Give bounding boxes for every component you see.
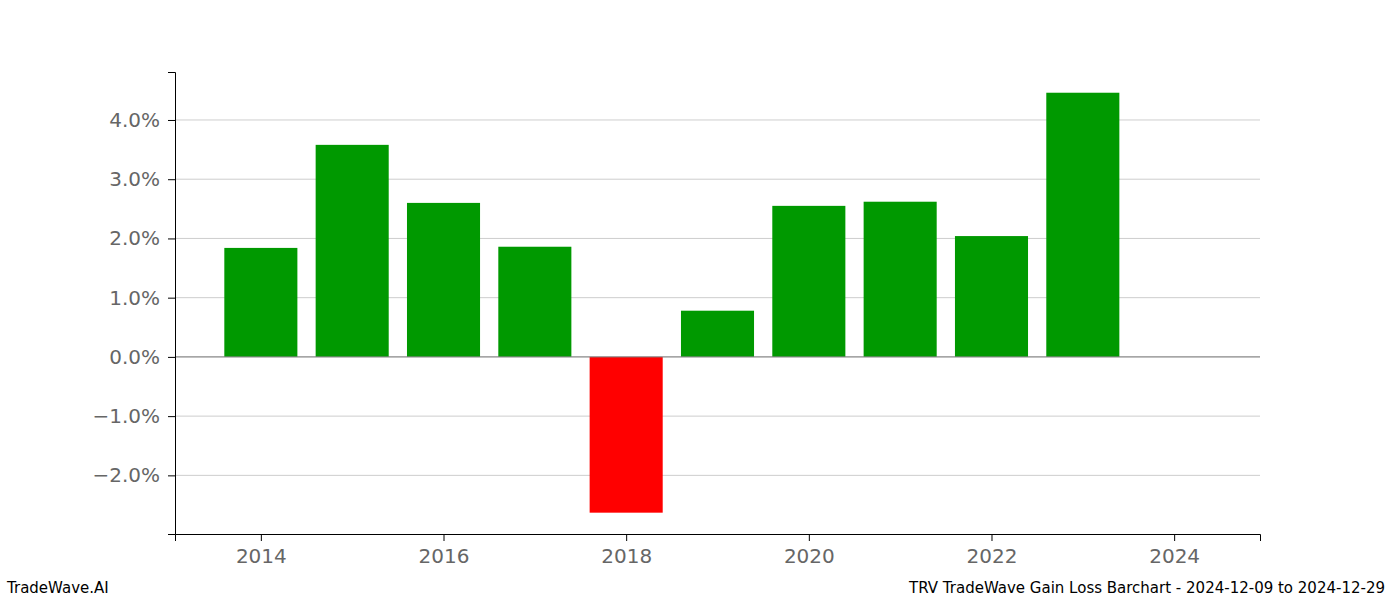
bar bbox=[407, 203, 480, 357]
bars bbox=[224, 93, 1119, 513]
bar bbox=[864, 202, 937, 357]
x-tick: 2016 bbox=[419, 534, 470, 568]
y-tick-mark bbox=[168, 416, 175, 417]
x-tick-label: 2024 bbox=[1149, 544, 1200, 568]
y-tick-label: 4.0% bbox=[109, 108, 160, 132]
x-tick: 2024 bbox=[1149, 534, 1200, 568]
bar bbox=[772, 206, 845, 357]
chart: 2014 2016 2018 2020 2022 2024 −2.0% −1.0% 0.0% 1.… bbox=[0, 0, 1400, 600]
x-tick-mark bbox=[261, 534, 262, 541]
x-axis-line bbox=[176, 535, 1261, 542]
y-tick-mark bbox=[168, 298, 175, 299]
bar bbox=[1046, 93, 1119, 357]
y-tick-label: 3.0% bbox=[109, 167, 160, 191]
x-tick: 2014 bbox=[236, 534, 287, 568]
x-tick-label: 2018 bbox=[601, 544, 652, 568]
x-tick: 2022 bbox=[967, 534, 1018, 568]
y-tick-label: 2.0% bbox=[109, 226, 160, 250]
bar bbox=[955, 236, 1028, 357]
y-tick-label: 1.0% bbox=[109, 286, 160, 310]
bar bbox=[590, 357, 663, 513]
grid-line bbox=[175, 356, 1260, 357]
bar bbox=[681, 311, 754, 357]
x-tick-mark bbox=[991, 534, 992, 541]
y-tick-mark bbox=[168, 238, 175, 239]
y-tick: 0.0% bbox=[109, 345, 175, 369]
y-tick: −1.0% bbox=[92, 404, 175, 428]
bar bbox=[316, 145, 389, 357]
grid-line bbox=[175, 475, 1260, 476]
annotation: TradeWave.AI bbox=[6, 579, 109, 597]
x-tick: 2018 bbox=[601, 534, 652, 568]
x-tick-label: 2020 bbox=[784, 544, 835, 568]
y-tick-label: −2.0% bbox=[92, 463, 160, 487]
x-tick-mark bbox=[809, 534, 810, 541]
x-tick-mark bbox=[1174, 534, 1175, 541]
title: TRV TradeWave Gain Loss Barchart - 2024-… bbox=[908, 579, 1385, 597]
x-axis: 2014 2016 2018 2020 2022 2024 bbox=[176, 534, 1261, 568]
y-tick-mark bbox=[168, 179, 175, 180]
y-tick: 3.0% bbox=[109, 167, 175, 191]
y-tick-mark bbox=[168, 120, 175, 121]
bar bbox=[224, 248, 297, 357]
x-tick-label: 2022 bbox=[967, 544, 1018, 568]
x-tick-mark bbox=[626, 534, 627, 541]
x-tick: 2020 bbox=[784, 534, 835, 568]
x-tick-label: 2014 bbox=[236, 544, 287, 568]
y-tick-mark bbox=[168, 357, 175, 358]
zero-line bbox=[175, 356, 1260, 357]
y-axis: −2.0% −1.0% 0.0% 1.0% 2.0% 3.0% 4.0% bbox=[92, 73, 175, 535]
y-tick-label: 0.0% bbox=[109, 345, 160, 369]
y-tick-mark bbox=[168, 475, 175, 476]
y-tick: 4.0% bbox=[109, 108, 175, 132]
x-tick-label: 2016 bbox=[419, 544, 470, 568]
y-tick: −2.0% bbox=[92, 463, 175, 487]
y-axis-line bbox=[168, 73, 176, 535]
x-tick-mark bbox=[444, 534, 445, 541]
grid-line bbox=[175, 416, 1260, 417]
y-tick: 1.0% bbox=[109, 286, 175, 310]
bar bbox=[498, 247, 571, 357]
y-tick: 2.0% bbox=[109, 226, 175, 250]
y-tick-label: −1.0% bbox=[92, 404, 160, 428]
